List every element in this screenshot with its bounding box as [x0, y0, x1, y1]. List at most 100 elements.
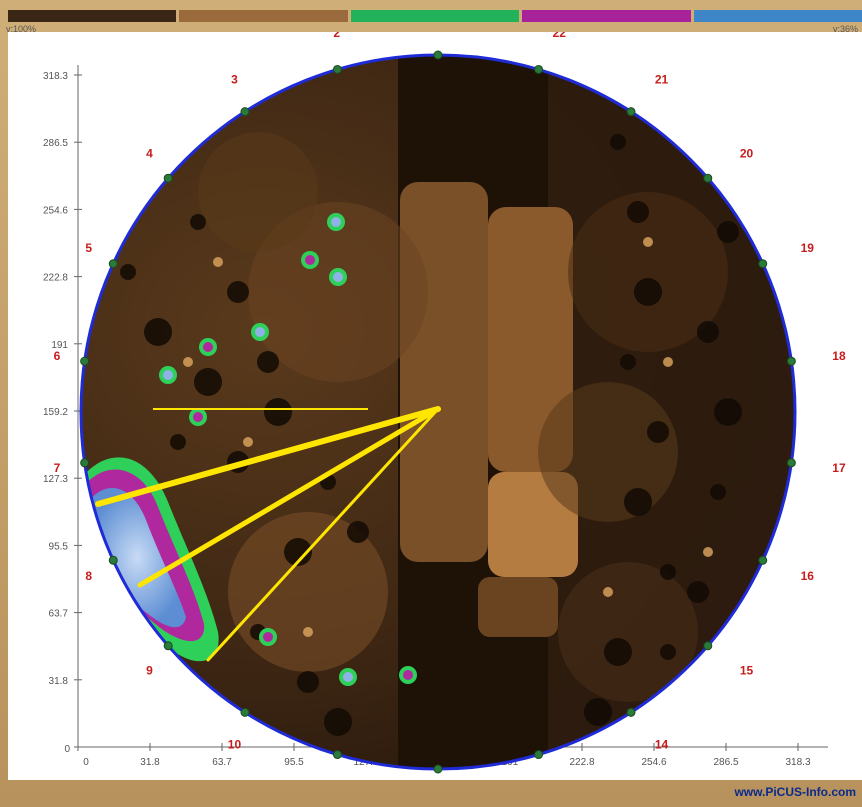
wood-shade-blob — [538, 382, 678, 522]
sensor-point[interactable] — [80, 458, 90, 468]
wood-dark-spot — [170, 434, 186, 450]
wood-shade-blob — [568, 192, 728, 352]
wood-dark-spot — [710, 484, 726, 500]
x-tick-label: 254.6 — [641, 757, 666, 768]
origin-label: 0 — [64, 744, 70, 755]
sensor-point[interactable] — [332, 750, 342, 760]
wood-center-right-block — [488, 207, 573, 472]
wood-light-spot — [183, 357, 193, 367]
sensor-label: 5 — [85, 241, 92, 255]
wood-light-spot — [603, 587, 613, 597]
wood-dark-spot — [297, 671, 319, 693]
decay-spot-core — [255, 327, 265, 337]
sensor-point[interactable] — [626, 707, 636, 717]
y-tick-label: 63.7 — [49, 609, 69, 620]
sound-paths-layer — [95, 406, 441, 662]
sensor-point[interactable] — [703, 641, 713, 651]
decay-spot-core — [263, 632, 273, 642]
sensor-point[interactable] — [758, 259, 768, 269]
wood-dark-spot — [610, 134, 626, 150]
sensor-label: 8 — [85, 569, 92, 583]
sound-path-line — [137, 406, 441, 588]
wood-dark-spot — [697, 321, 719, 343]
sensor-point[interactable] — [108, 259, 118, 269]
trunk-cross-section — [81, 55, 795, 769]
wood-dark-spot — [634, 278, 662, 306]
sensor-label: 21 — [655, 73, 669, 87]
wood-dark-spot — [604, 638, 632, 666]
sensor-point[interactable] — [433, 764, 443, 774]
wood-dark-spot — [120, 264, 136, 280]
decay-spot-core — [203, 342, 213, 352]
sensor-point[interactable] — [534, 750, 544, 760]
sensor-label: 14 — [655, 737, 669, 751]
x-tick-label: 222.8 — [569, 757, 594, 768]
sensor-label: 16 — [801, 569, 815, 583]
sensor-label: 9 — [146, 664, 153, 678]
wood-light-spot — [243, 437, 253, 447]
sensor-label: 7 — [54, 461, 61, 475]
sensor-point[interactable] — [786, 356, 796, 366]
wood-shade-blob — [248, 202, 428, 382]
decay-spot-core — [343, 672, 353, 682]
wood-lower-block — [478, 577, 558, 637]
sensor-point[interactable] — [332, 64, 342, 74]
sensor-point[interactable] — [163, 173, 173, 183]
wood-dark-spot — [144, 318, 172, 346]
x-tick-label: 286.5 — [713, 757, 738, 768]
y-tick-label: 286.5 — [43, 138, 68, 149]
wood-light-spot — [213, 257, 223, 267]
x-tick-label: 95.5 — [284, 757, 304, 768]
y-tick-label: 127.3 — [43, 474, 68, 485]
sensor-label: 10 — [228, 737, 242, 751]
sensor-label: 15 — [740, 664, 754, 678]
sensor-point[interactable] — [240, 107, 250, 117]
wood-dark-spot — [347, 521, 369, 543]
x-tick-label: 63.7 — [212, 757, 232, 768]
wood-dark-spot — [660, 644, 676, 660]
scale-max-label: v:36% — [832, 24, 858, 34]
sound-path-line — [95, 406, 441, 507]
wood-dark-spot — [620, 354, 636, 370]
tomogram-plot: 31.8 63.7 95.5 127.3 159.2 191 222.8 254.6 286.5… — [8, 10, 862, 807]
y-tick-label: 159.2 — [43, 407, 68, 418]
color-scale-green — [350, 10, 520, 22]
x-tick-label: 318.3 — [785, 757, 810, 768]
sensor-point[interactable] — [758, 555, 768, 565]
sensor-label: 17 — [832, 461, 846, 475]
wood-dark-spot — [284, 538, 312, 566]
wood-dark-spot — [624, 488, 652, 516]
sensor-point[interactable] — [240, 707, 250, 717]
x-tick-label: 31.8 — [140, 757, 160, 768]
sensor-point[interactable] — [163, 641, 173, 651]
wood-dark-spot — [660, 564, 676, 580]
website-footer[interactable]: www.PiCUS-Info.com — [734, 785, 856, 799]
color-scale-magenta — [522, 10, 691, 22]
sensor-label: 4 — [146, 146, 153, 160]
wood-dark-spot — [264, 398, 292, 426]
sensor-point[interactable] — [80, 356, 90, 366]
y-tick-label: 222.8 — [43, 273, 68, 284]
wood-dark-spot — [687, 581, 709, 603]
sensor-point[interactable] — [108, 555, 118, 565]
sensor-point[interactable] — [534, 64, 544, 74]
x-tick-label: 0 — [83, 757, 89, 768]
decay-spot-core — [331, 217, 341, 227]
wood-dark-spot — [190, 214, 206, 230]
y-tick-label: 31.8 — [49, 676, 69, 687]
y-tick-label: 254.6 — [43, 205, 68, 216]
sensor-label: 19 — [801, 241, 815, 255]
tomogram-svg: 31.8 63.7 95.5 127.3 159.2 191 222.8 254.6 286.5… — [43, 10, 846, 807]
y-tick-label: 191 — [51, 340, 68, 351]
sensor-point[interactable] — [786, 458, 796, 468]
sensor-point[interactable] — [703, 173, 713, 183]
wood-dark-spot — [647, 421, 669, 443]
decay-blue-zone — [88, 488, 186, 628]
sensor-label: 22 — [553, 32, 567, 40]
wood-dark-spot — [714, 398, 742, 426]
sensor-point[interactable] — [433, 50, 443, 60]
wood-light-spot — [303, 627, 313, 637]
wood-light-spot — [703, 547, 713, 557]
sensor-point[interactable] — [626, 107, 636, 117]
